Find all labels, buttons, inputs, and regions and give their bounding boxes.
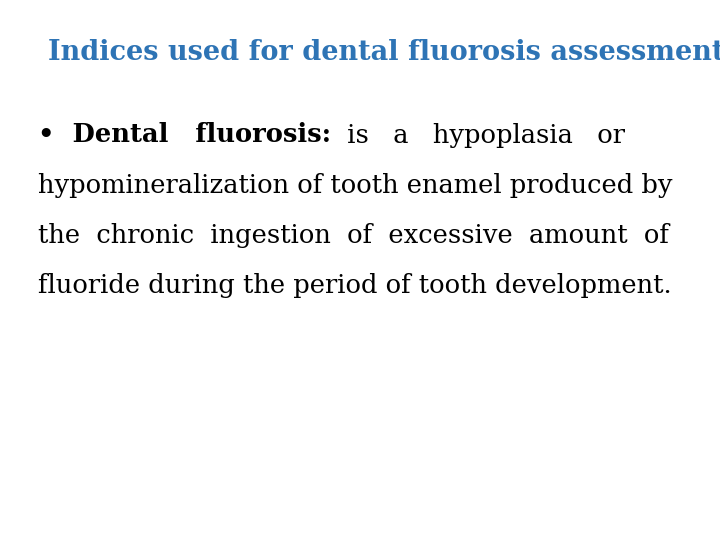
- Text: the  chronic  ingestion  of  excessive  amount  of: the chronic ingestion of excessive amoun…: [38, 222, 669, 247]
- Text: is   a   hypoplasia   or: is a hypoplasia or: [331, 123, 625, 147]
- Text: fluoride during the period of tooth development.: fluoride during the period of tooth deve…: [38, 273, 672, 298]
- Text: Indices used for dental fluorosis assessment:: Indices used for dental fluorosis assess…: [48, 38, 720, 65]
- Text: •  Dental   fluorosis:: • Dental fluorosis:: [38, 123, 331, 147]
- Text: hypomineralization of tooth enamel produced by: hypomineralization of tooth enamel produ…: [38, 172, 672, 198]
